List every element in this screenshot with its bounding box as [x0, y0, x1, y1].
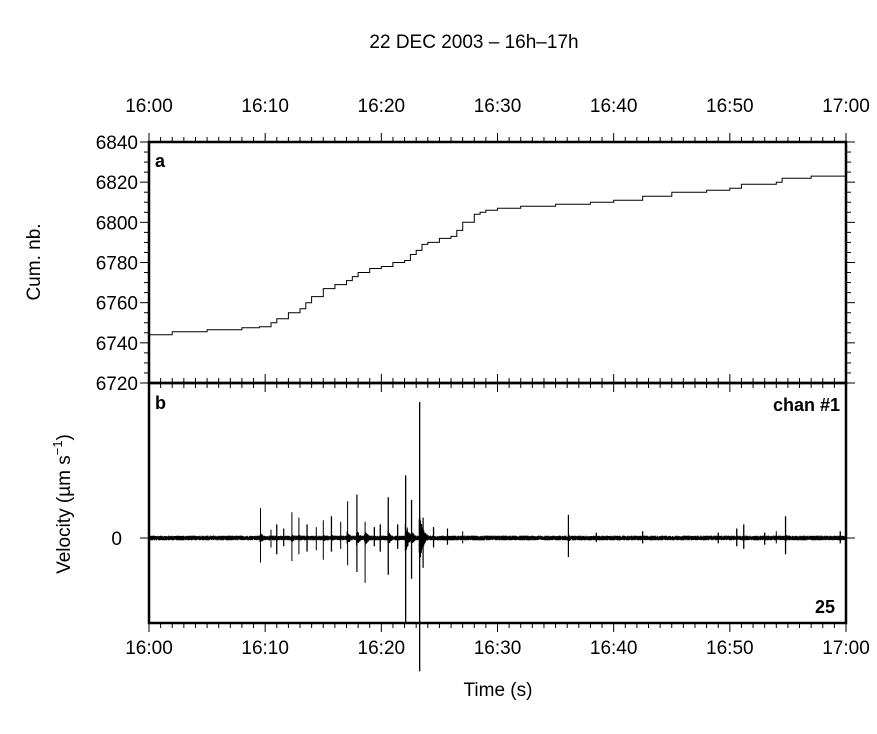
- bottom-tick-label: 16:30: [474, 638, 522, 659]
- bottom-tick-label: 16:50: [706, 638, 754, 659]
- panel-a-y-tick-labels: 6720 6740 6760 6780 6800 6820 6840: [96, 133, 138, 395]
- bottom-tick-label: 16:20: [358, 638, 406, 659]
- figure-title: 22 DEC 2003 – 16h–17h: [369, 32, 578, 53]
- top-axis-tick-labels: 16:00 16:10 16:20 16:30 16:40 16:50 17:00: [125, 96, 870, 117]
- scale-annotation: 25: [815, 597, 835, 617]
- panel-a-top-ticks: [148, 133, 847, 142]
- panel-a-bottom-ticks: [148, 374, 847, 392]
- top-tick-label: 16:10: [241, 96, 289, 117]
- y-tick-label: 6740: [96, 334, 138, 355]
- top-tick-label: 17:00: [822, 96, 870, 117]
- bottom-tick-label: 16:10: [241, 638, 289, 659]
- bottom-tick-label: 16:40: [590, 638, 638, 659]
- top-tick-label: 16:00: [125, 96, 173, 117]
- panel-b-y-tick-labels: 0: [111, 529, 122, 550]
- top-tick-label: 16:40: [590, 96, 638, 117]
- cumulative-count-line: [149, 172, 847, 336]
- y-tick-label: 0: [111, 529, 122, 550]
- y-tick-label: 6820: [96, 173, 138, 194]
- x-axis-title: Time (s): [464, 680, 533, 701]
- panel-b-letter: b: [155, 393, 166, 413]
- top-tick-label: 16:20: [358, 96, 406, 117]
- bottom-tick-label: 16:00: [125, 638, 173, 659]
- panel-b-y-axis-title: Velocity (µm s−1): [50, 434, 75, 574]
- panel-a-letter: a: [155, 151, 166, 171]
- y-tick-label: 6800: [96, 213, 138, 234]
- bottom-tick-label: 17:00: [822, 638, 870, 659]
- top-tick-label: 16:30: [474, 96, 522, 117]
- panel-a-y-ticks: [140, 141, 855, 384]
- panel-b-frame: [147, 381, 848, 625]
- y-tick-label: 6720: [96, 374, 138, 395]
- panel-b-bottom-ticks: [148, 623, 847, 632]
- channel-annotation: chan #1: [773, 395, 840, 415]
- velocity-trace: [148, 402, 847, 672]
- y-tick-label: 6840: [96, 133, 138, 154]
- panel-a-frame: [147, 140, 848, 385]
- y-tick-label: 6780: [96, 254, 138, 275]
- bottom-axis-tick-labels: 16:00 16:10 16:20 16:30 16:40 16:50 17:00: [125, 638, 870, 659]
- panel-a-y-axis-title: Cum. nb.: [24, 223, 45, 300]
- y-tick-label: 6760: [96, 294, 138, 315]
- top-tick-label: 16:50: [706, 96, 754, 117]
